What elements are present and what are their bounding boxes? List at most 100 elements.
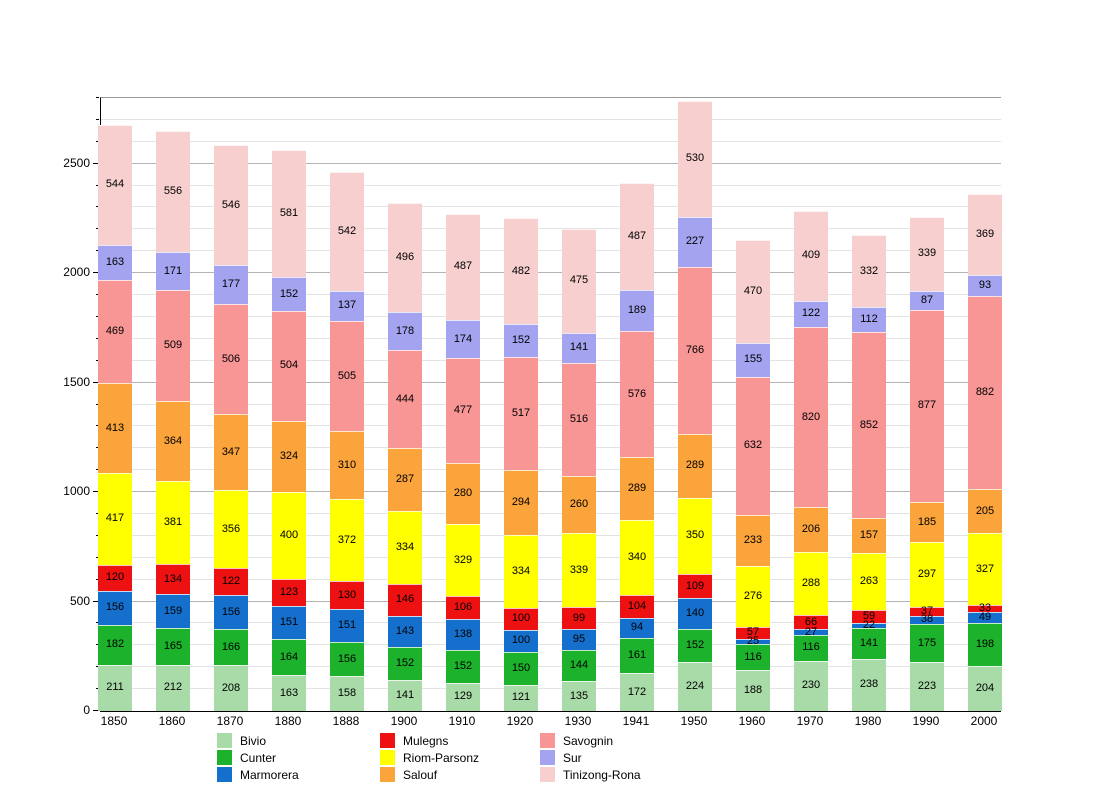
segment-value-label: 175 bbox=[917, 636, 937, 649]
gridline-300 bbox=[101, 644, 1001, 646]
segment-savognin-1910: 477 bbox=[446, 358, 480, 463]
y-axis-tick bbox=[96, 140, 99, 142]
segment-salouf-1920: 294 bbox=[504, 470, 538, 535]
legend-label: Mulegns bbox=[403, 733, 449, 748]
segment-value-label: 177 bbox=[221, 277, 241, 290]
segment-marmorera-1941: 94 bbox=[620, 617, 654, 639]
segment-tinizong-rona-1870: 546 bbox=[214, 145, 248, 265]
bar-1888: 158 156 151 130 372 310 505 137 542 bbox=[330, 172, 364, 711]
segment-tinizong-rona-1920: 482 bbox=[504, 218, 538, 324]
segment-value-label: 157 bbox=[859, 529, 879, 542]
segment-value-label: 166 bbox=[221, 640, 241, 653]
segment-value-label: 227 bbox=[685, 235, 705, 248]
segment-value-label: 112 bbox=[860, 313, 878, 326]
y-axis-tick bbox=[96, 337, 99, 339]
segment-mulegns-1910: 106 bbox=[446, 596, 480, 620]
segment-value-label: 223 bbox=[917, 680, 937, 693]
segment-value-label: 324 bbox=[279, 449, 299, 462]
segment-value-label: 121 bbox=[511, 691, 531, 704]
gridline-1200 bbox=[101, 447, 1001, 449]
segment-bivio-1941: 172 bbox=[620, 673, 654, 711]
segment-mulegns-1970: 66 bbox=[794, 614, 828, 630]
segment-value-label: 208 bbox=[221, 681, 241, 694]
segment-value-label: 156 bbox=[221, 605, 241, 618]
segment-value-label: 165 bbox=[163, 640, 183, 653]
segment-bivio-1870: 208 bbox=[214, 665, 248, 711]
segment-value-label: 327 bbox=[975, 562, 995, 575]
gridline-1900 bbox=[101, 294, 1001, 296]
y-tick-label-1500: 1500 bbox=[63, 374, 90, 389]
segment-value-label: 409 bbox=[801, 249, 821, 262]
legend-item-salouf: Salouf bbox=[380, 767, 437, 782]
segment-salouf-2000: 205 bbox=[968, 488, 1002, 534]
segment-tinizong-rona-1850: 544 bbox=[98, 125, 132, 245]
segment-value-label: 470 bbox=[743, 284, 763, 297]
x-tick-label-1960: 1960 bbox=[738, 714, 766, 728]
legend-label: Savognin bbox=[563, 733, 614, 748]
segment-bivio-1888: 158 bbox=[330, 676, 364, 711]
segment-value-label: 506 bbox=[221, 352, 241, 365]
segment-tinizong-rona-1941: 487 bbox=[620, 183, 654, 290]
y-axis-tick bbox=[96, 556, 99, 558]
segment-sur-1900: 178 bbox=[388, 311, 422, 351]
x-tick-label-2000: 2000 bbox=[970, 714, 998, 728]
segment-value-label: 141 bbox=[395, 689, 415, 702]
gridline-1300 bbox=[101, 425, 1001, 427]
segment-cunter-1980: 141 bbox=[852, 628, 886, 659]
x-tick-label-1860: 1860 bbox=[158, 714, 186, 728]
y-axis-tick bbox=[96, 315, 99, 317]
segment-salouf-1941: 289 bbox=[620, 457, 654, 521]
segment-riom-parsonz-1930: 339 bbox=[562, 533, 596, 608]
segment-salouf-1888: 310 bbox=[330, 431, 364, 500]
segment-mulegns-1850: 120 bbox=[98, 564, 132, 591]
legend-swatch bbox=[540, 733, 555, 748]
segment-value-label: 172 bbox=[627, 685, 647, 698]
segment-value-label: 155 bbox=[743, 353, 763, 366]
bar-1910: 129 152 138 106 329 280 477 174 487 bbox=[446, 213, 480, 711]
segment-tinizong-rona-1860: 556 bbox=[156, 130, 190, 253]
segment-value-label: 106 bbox=[453, 601, 473, 614]
segment-bivio-1920: 121 bbox=[504, 684, 538, 711]
segment-mulegns-1880: 123 bbox=[272, 579, 306, 607]
segment-savognin-1990: 877 bbox=[910, 309, 944, 502]
segment-cunter-1960: 116 bbox=[736, 644, 770, 670]
segment-value-label: 33 bbox=[978, 602, 992, 615]
legend-label: Riom-Parsonz bbox=[403, 750, 480, 765]
segment-value-label: 339 bbox=[917, 247, 937, 260]
segment-salouf-1880: 324 bbox=[272, 420, 306, 492]
segment-savognin-2000: 882 bbox=[968, 295, 1002, 489]
segment-value-label: 882 bbox=[975, 385, 995, 398]
segment-marmorera-1860: 159 bbox=[156, 593, 190, 629]
segment-value-label: 289 bbox=[685, 459, 705, 472]
segment-value-label: 238 bbox=[859, 678, 879, 691]
x-tick-label-1950: 1950 bbox=[680, 714, 708, 728]
segment-value-label: 156 bbox=[337, 652, 357, 665]
segment-value-label: 143 bbox=[395, 624, 415, 637]
segment-bivio-1910: 129 bbox=[446, 682, 480, 711]
gridline-1800 bbox=[101, 315, 1001, 317]
segment-sur-1990: 87 bbox=[910, 290, 944, 310]
segment-salouf-1990: 185 bbox=[910, 501, 944, 543]
y-axis-tick bbox=[96, 425, 99, 427]
segment-value-label: 156 bbox=[105, 601, 125, 614]
gridline-1100 bbox=[101, 469, 1001, 471]
bar-1930: 135 144 95 99 339 260 516 141 475 bbox=[562, 228, 596, 711]
x-tick-label-1900: 1900 bbox=[390, 714, 418, 728]
segment-cunter-1920: 150 bbox=[504, 651, 538, 685]
legend-label: Bivio bbox=[240, 733, 267, 748]
segment-value-label: 287 bbox=[395, 472, 415, 485]
segment-value-label: 164 bbox=[279, 650, 299, 663]
y-axis-tick bbox=[96, 294, 99, 296]
legend-swatch bbox=[380, 750, 395, 765]
segment-sur-1888: 137 bbox=[330, 290, 364, 321]
segment-sur-1950: 227 bbox=[678, 216, 712, 267]
segment-savognin-1850: 469 bbox=[98, 280, 132, 383]
x-tick-label-1880: 1880 bbox=[274, 714, 302, 728]
segment-value-label: 280 bbox=[453, 486, 473, 499]
segment-marmorera-1880: 151 bbox=[272, 606, 306, 640]
segment-value-label: 141 bbox=[859, 636, 879, 649]
segment-value-label: 178 bbox=[395, 324, 415, 337]
x-tick-label-1930: 1930 bbox=[564, 714, 592, 728]
segment-savognin-1960: 632 bbox=[736, 376, 770, 516]
segment-value-label: 546 bbox=[221, 198, 241, 211]
